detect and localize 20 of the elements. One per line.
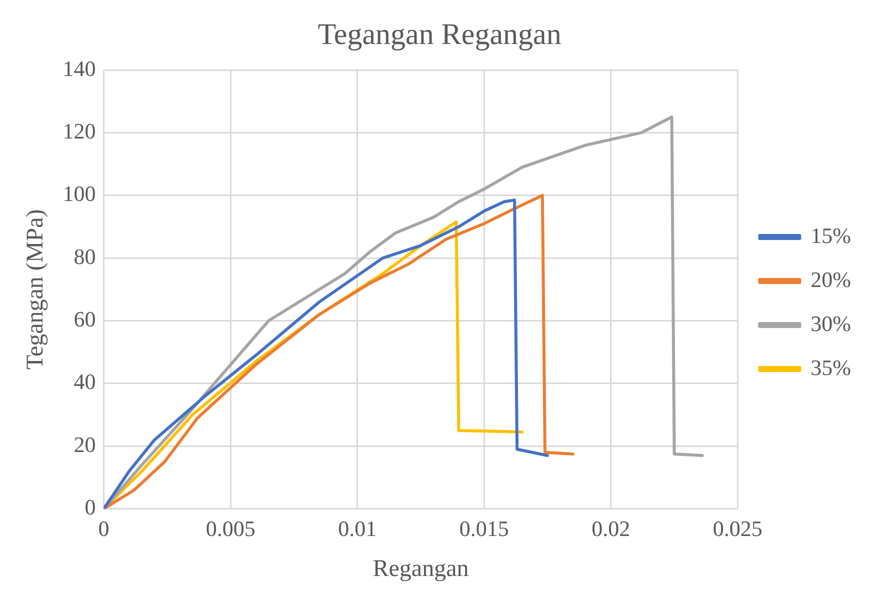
- x-axis-title: Regangan: [372, 556, 469, 582]
- y-tick-label: 20: [74, 432, 96, 457]
- legend-label: 15%: [810, 222, 851, 248]
- x-tick-label: 0.01: [338, 516, 377, 541]
- legend-label: 20%: [810, 266, 851, 292]
- y-tick-label: 0: [84, 494, 96, 520]
- y-tick-label: 60: [74, 306, 96, 332]
- y-tick-label: 80: [74, 244, 96, 269]
- y-axis-title: Tegangan (MPa): [22, 209, 49, 370]
- legend-label: 30%: [810, 310, 851, 336]
- chart-title: Tegangan Regangan: [318, 18, 562, 51]
- x-tick-label: 0.02: [592, 516, 630, 541]
- y-tick-label: 120: [62, 118, 96, 144]
- y-tick-label: 40: [74, 369, 96, 394]
- y-tick-label: 140: [62, 56, 96, 81]
- y-tick-label: 100: [62, 181, 96, 206]
- x-tick-label: 0.015: [459, 516, 509, 541]
- x-tick-label: 0.025: [712, 516, 762, 541]
- x-tick-label: 0.005: [206, 516, 256, 541]
- legend-label: 35%: [810, 354, 851, 380]
